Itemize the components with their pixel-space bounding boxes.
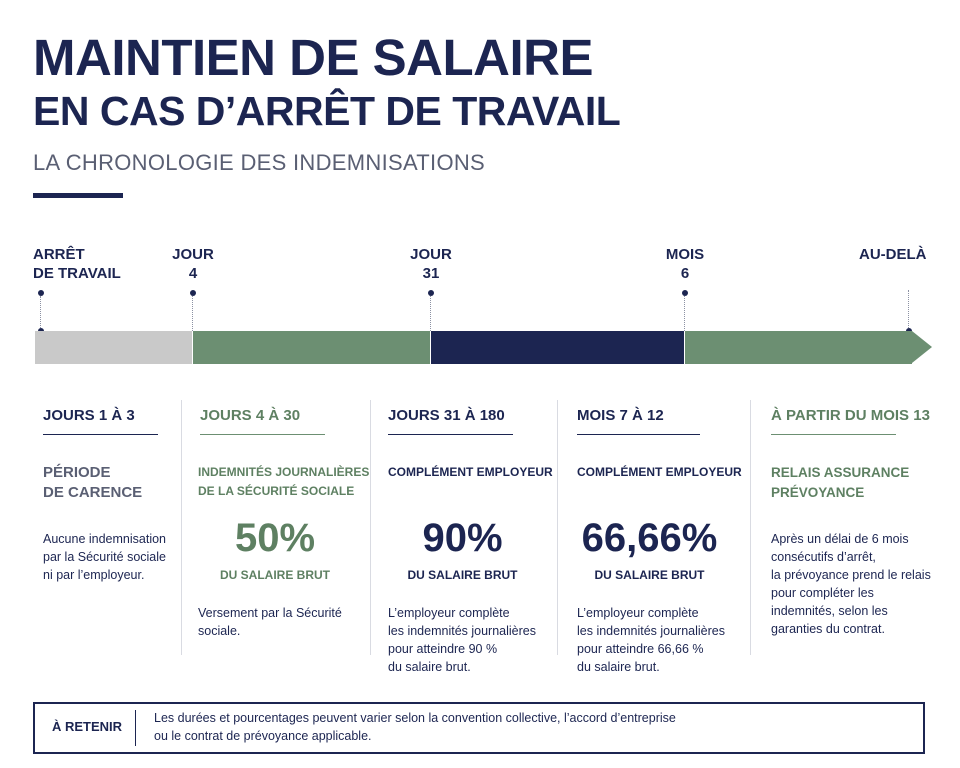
timeline-segment-prevoyance bbox=[685, 331, 912, 364]
column-subheading-line2: DE CARENCE bbox=[43, 484, 143, 501]
body-line: garanties du contrat. bbox=[771, 622, 885, 636]
body-line: L’employeur complète bbox=[577, 606, 699, 620]
timeline-marker-audela: AU-DELÀ bbox=[859, 245, 927, 264]
body-line: pour compléter les bbox=[771, 586, 874, 600]
column-body: Après un délai de 6 mois consécutifs d’a… bbox=[771, 530, 931, 638]
timeline-tick bbox=[684, 296, 685, 331]
column-subheading: PÉRIODE DE CARENCE bbox=[43, 463, 142, 503]
timeline-dot bbox=[428, 290, 434, 296]
column-subheading: RELAIS ASSURANCE PRÉVOYANCE bbox=[771, 463, 909, 503]
page-subtitle: LA CHRONOLOGIE DES INDEMNISATIONS bbox=[33, 150, 486, 175]
percent-value: 66,66% bbox=[581, 516, 718, 560]
body-line: pour atteindre 66,66 % bbox=[577, 642, 704, 656]
column-divider bbox=[370, 400, 371, 655]
header-divider bbox=[33, 193, 123, 198]
timeline-marker-line2: DE TRAVAIL bbox=[33, 265, 121, 282]
column-subheading: INDEMNITÉS JOURNALIÈRES DE LA SÉCURITÉ S… bbox=[198, 463, 369, 501]
body-line: Versement par la Sécurité bbox=[198, 606, 342, 620]
body-line: sociale. bbox=[198, 624, 241, 638]
body-line: indemnités, selon les bbox=[771, 604, 888, 618]
column-body: Aucune indemnisation par la Sécurité soc… bbox=[43, 530, 166, 584]
column-heading: JOURS 4 À 30 bbox=[200, 407, 301, 424]
column-subheading-line1: COMPLÉMENT EMPLOYEUR bbox=[388, 465, 553, 479]
column-heading: JOURS 1 À 3 bbox=[43, 407, 135, 424]
body-line: L’employeur complète bbox=[388, 606, 510, 620]
body-line: Après un délai de 6 mois bbox=[771, 532, 909, 546]
timeline-marker-line2: 6 bbox=[680, 265, 690, 282]
timeline-marker-line1: ARRÊT bbox=[33, 246, 85, 263]
timeline-marker-line2: 31 bbox=[422, 265, 440, 282]
column-body: L’employeur complète les indemnités jour… bbox=[388, 604, 536, 676]
body-line: les indemnités journalières bbox=[388, 624, 536, 638]
timeline-tick bbox=[40, 296, 41, 334]
body-line: la prévoyance prend le relais bbox=[771, 568, 931, 582]
column-divider bbox=[181, 400, 182, 655]
percent-label: DU SALAIRE BRUT bbox=[594, 568, 705, 582]
timeline-dot bbox=[682, 290, 688, 296]
column-subheading-line1: INDEMNITÉS JOURNALIÈRES bbox=[198, 465, 370, 479]
body-line: du salaire brut. bbox=[577, 660, 660, 674]
timeline-marker-line1: MOIS bbox=[665, 246, 705, 263]
timeline-marker-line1: JOUR bbox=[410, 246, 452, 263]
column-rule bbox=[577, 434, 700, 435]
column-subheading-line1: RELAIS ASSURANCE bbox=[771, 465, 910, 480]
body-line: ni par l’employeur. bbox=[43, 568, 145, 582]
column-subheading-line1: PÉRIODE bbox=[43, 464, 111, 481]
column-rule bbox=[200, 434, 325, 435]
footer-divider bbox=[135, 710, 136, 746]
column-heading: À PARTIR DU MOIS 13 bbox=[771, 407, 930, 424]
percent-label: DU SALAIRE BRUT bbox=[220, 568, 330, 582]
column-heading: JOURS 31 À 180 bbox=[388, 407, 505, 424]
percent-label: DU SALAIRE BRUT bbox=[407, 568, 518, 582]
timeline-marker-jour31: JOUR 31 bbox=[410, 245, 452, 283]
body-line: par la Sécurité sociale bbox=[43, 550, 166, 564]
body-line: consécutifs d’arrêt, bbox=[771, 550, 876, 564]
footer-text: Les durées et pourcentages peuvent varie… bbox=[154, 709, 676, 745]
column-subheading: COMPLÉMENT EMPLOYEUR bbox=[577, 463, 742, 482]
timeline-tick bbox=[430, 296, 431, 331]
timeline-tick bbox=[192, 296, 193, 331]
column-subheading: COMPLÉMENT EMPLOYEUR bbox=[388, 463, 553, 482]
timeline-arrow-icon bbox=[912, 331, 932, 363]
footer-text-line1: Les durées et pourcentages peuvent varie… bbox=[154, 711, 676, 725]
column-divider bbox=[557, 400, 558, 655]
column-rule bbox=[771, 434, 896, 435]
timeline-marker-jour4: JOUR 4 bbox=[172, 245, 214, 283]
column-subheading-line2: DE LA SÉCURITÉ SOCIALE bbox=[198, 484, 355, 498]
body-line: Aucune indemnisation bbox=[43, 532, 166, 546]
page-title-line2: EN CAS D’ARRÊT DE TRAVAIL bbox=[33, 88, 621, 134]
timeline-segment-secu bbox=[193, 331, 430, 364]
footer-label: À RETENIR bbox=[52, 719, 123, 734]
body-line: les indemnités journalières bbox=[577, 624, 725, 638]
column-heading: MOIS 7 À 12 bbox=[577, 407, 664, 424]
percent-value: 50% bbox=[234, 516, 316, 560]
timeline-marker-arret: ARRÊT DE TRAVAIL bbox=[33, 245, 121, 283]
footer-text-line2: ou le contrat de prévoyance applicable. bbox=[154, 729, 372, 743]
footer-box bbox=[33, 702, 925, 754]
timeline-dot bbox=[190, 290, 196, 296]
column-body: L’employeur complète les indemnités jour… bbox=[577, 604, 725, 676]
column-subheading-line2: PRÉVOYANCE bbox=[771, 485, 865, 500]
body-line: pour atteindre 90 % bbox=[388, 642, 498, 656]
timeline-segment-employeur bbox=[431, 331, 684, 364]
column-rule bbox=[388, 434, 513, 435]
timeline-marker-mois6: MOIS 6 bbox=[664, 245, 706, 283]
timeline-marker-line1: AU-DELÀ bbox=[859, 246, 927, 263]
percent-value: 90% bbox=[422, 516, 503, 560]
timeline-marker-line1: JOUR bbox=[172, 246, 214, 263]
timeline-marker-line2: 4 bbox=[188, 265, 198, 282]
column-body: Versement par la Sécurité sociale. bbox=[198, 604, 342, 640]
column-subheading-line1: COMPLÉMENT EMPLOYEUR bbox=[577, 465, 742, 479]
timeline-tick bbox=[908, 290, 909, 330]
page-title: MAINTIEN DE SALAIRE bbox=[33, 29, 594, 86]
timeline-segment-carence bbox=[35, 331, 192, 364]
column-divider bbox=[750, 400, 751, 655]
body-line: du salaire brut. bbox=[388, 660, 471, 674]
timeline-dot bbox=[38, 290, 44, 296]
column-rule bbox=[43, 434, 158, 435]
